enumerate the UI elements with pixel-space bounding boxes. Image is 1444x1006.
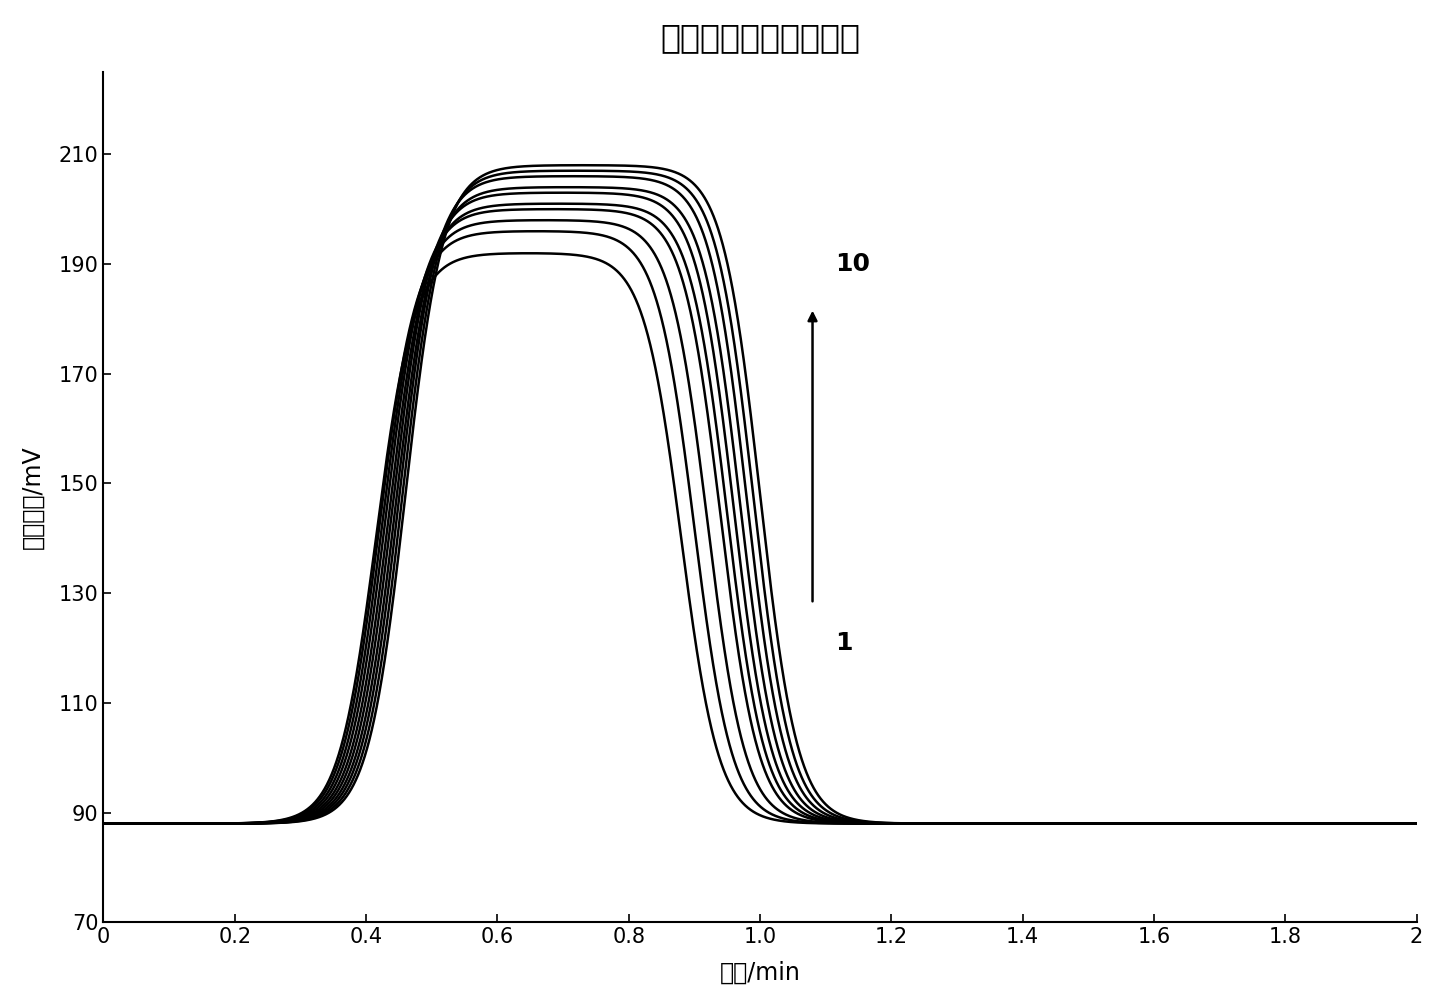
X-axis label: 时间/min: 时间/min xyxy=(719,961,800,985)
Text: 10: 10 xyxy=(836,252,871,276)
Text: 1: 1 xyxy=(836,631,853,655)
Title: 碳酸氢钓碳酸钓混合碱: 碳酸氢钓碳酸钓混合碱 xyxy=(660,21,861,54)
Y-axis label: 输出电压/mV: 输出电压/mV xyxy=(20,446,45,549)
